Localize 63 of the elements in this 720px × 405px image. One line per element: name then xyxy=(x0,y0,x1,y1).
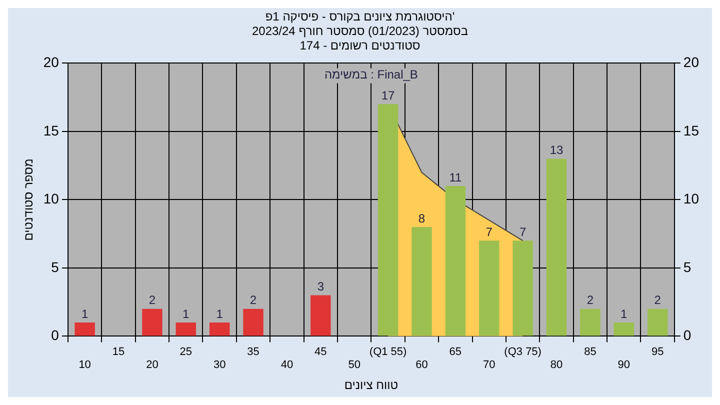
bar xyxy=(142,308,162,336)
data-label: 17 xyxy=(381,88,396,102)
y2-tick-label: 0 xyxy=(683,327,692,344)
bar xyxy=(512,240,533,336)
data-label: 2 xyxy=(148,293,156,308)
x-tick-label: 80 xyxy=(550,359,563,372)
bar xyxy=(209,322,230,336)
bar xyxy=(412,227,432,336)
x-tick-label: 15 xyxy=(112,346,125,358)
x-tick-label: 25 xyxy=(180,346,192,358)
data-label: 7 xyxy=(486,224,493,239)
data-label: 7 xyxy=(519,224,526,239)
bar xyxy=(479,240,500,336)
x-tick-label: (Q1 55) xyxy=(369,346,407,358)
bar xyxy=(243,308,264,336)
y-tick-label: 5 xyxy=(51,258,60,275)
bar xyxy=(580,308,600,336)
bar xyxy=(614,322,634,336)
x-tick-label: 85 xyxy=(584,346,596,358)
y2-tick-label: 20 xyxy=(683,54,700,70)
y-axis-title: מספר סטודנטים xyxy=(22,158,36,241)
y2-tick-label: 10 xyxy=(683,190,700,207)
x-tick-label: 10 xyxy=(78,359,91,372)
x-tick-label: (Q3 75) xyxy=(504,346,542,358)
data-label: 13 xyxy=(550,143,564,158)
x-tick-label: 30 xyxy=(213,359,226,372)
y-tick-label: 20 xyxy=(43,54,60,70)
y-tick-label: 15 xyxy=(43,122,60,138)
x-tick-label: 40 xyxy=(280,359,294,372)
x-tick-label: 35 xyxy=(247,346,260,358)
data-label: 2 xyxy=(586,293,594,308)
data-label: 2 xyxy=(250,293,257,308)
data-label: 1 xyxy=(620,306,628,321)
x-tick-label: 90 xyxy=(618,359,630,372)
x-tick-label: 60 xyxy=(416,359,428,372)
x-tick-label: 45 xyxy=(314,346,327,358)
x-axis-title: טווח ציונים xyxy=(344,378,398,392)
bar xyxy=(310,295,331,336)
x-tick-label: 20 xyxy=(146,359,158,372)
x-tick-label: 50 xyxy=(348,359,360,372)
bar xyxy=(546,158,567,336)
data-label: 3 xyxy=(317,280,324,294)
y2-tick-label: 5 xyxy=(683,258,692,275)
bar xyxy=(176,322,196,336)
x-tick-label: 65 xyxy=(449,346,462,358)
chart-title: היסטוגרמת ציונים בקורס - פיסיקה 1פ' xyxy=(265,10,455,24)
x-tick-label: 70 xyxy=(482,359,496,372)
data-label: 8 xyxy=(418,211,426,226)
chart-subtitle: בסמסטר (01/2023) סמסטר חורף 2023/24 סטודנטים רשומים - 174 xyxy=(252,24,468,52)
bar xyxy=(378,104,398,336)
data-label: 1 xyxy=(81,306,88,321)
data-label: 11 xyxy=(449,170,462,184)
y2-tick-label: 15 xyxy=(683,122,700,138)
bar xyxy=(445,186,466,336)
y-tick-label: 10 xyxy=(43,190,60,207)
bar xyxy=(74,322,95,336)
annotation: במשימה : Final_B xyxy=(324,68,418,82)
bar xyxy=(647,308,668,336)
data-label: 1 xyxy=(216,306,224,321)
x-tick-label: 95 xyxy=(651,346,664,358)
y-tick-label: 0 xyxy=(51,327,60,344)
data-label: 2 xyxy=(654,293,662,308)
data-label: 1 xyxy=(182,306,190,321)
